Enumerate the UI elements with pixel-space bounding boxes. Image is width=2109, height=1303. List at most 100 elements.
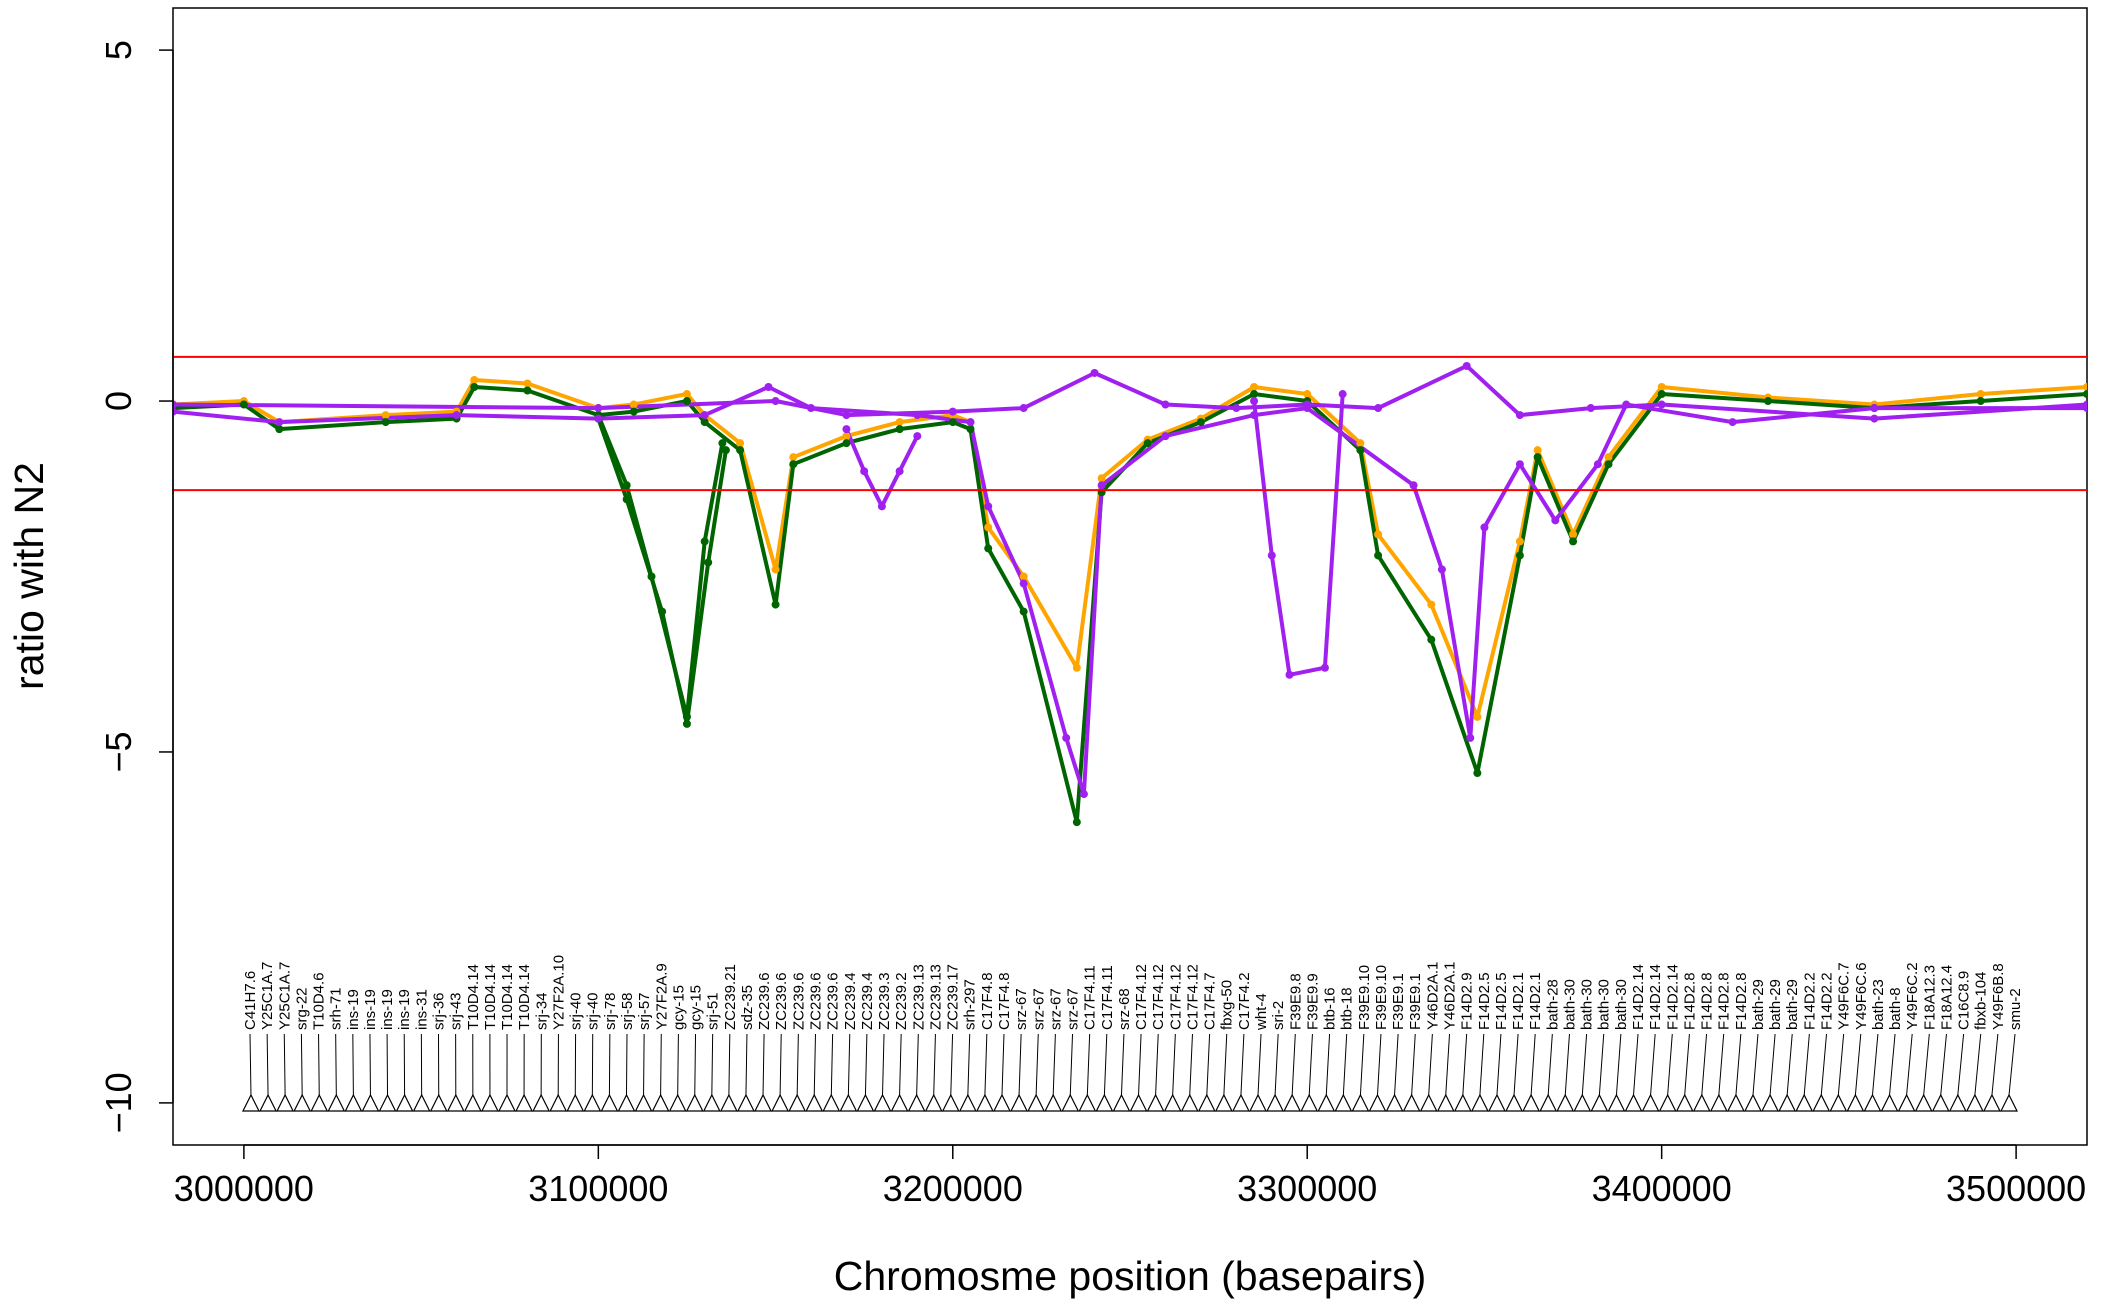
y-tick-label: −5 — [98, 731, 139, 772]
data-point — [877, 502, 886, 511]
data-point — [1374, 551, 1383, 560]
gene-label: F14D2.8 — [1699, 972, 1716, 1030]
gene-label: C17F4.8 — [996, 972, 1013, 1030]
gene-label: bath-29 — [1750, 979, 1767, 1030]
gene-label: bath-30 — [1562, 979, 1579, 1030]
series-layer — [173, 363, 2087, 825]
gene-marker — [1744, 1093, 1762, 1112]
gene-marker — [1675, 1093, 1694, 1112]
data-point — [1250, 397, 1259, 406]
gene-leader-line — [1854, 1033, 1862, 1096]
gene-label: Y49F6B.8 — [1990, 963, 2007, 1030]
data-point — [1019, 404, 1028, 413]
gene-marker — [1829, 1093, 1848, 1112]
gene-marker — [412, 1093, 431, 1112]
gene-label: ins-19 — [345, 989, 362, 1030]
gene-label: ZC239.13 — [910, 964, 927, 1030]
data-point — [682, 390, 691, 399]
data-point — [842, 425, 851, 434]
data-point — [1374, 530, 1383, 539]
gene-marker — [1897, 1093, 1916, 1112]
data-point — [1303, 400, 1312, 409]
gene-marker — [463, 1093, 482, 1112]
data-point — [1533, 446, 1542, 455]
data-point — [1250, 383, 1259, 391]
series-line-0 — [173, 378, 2087, 719]
gene-leader-line — [1291, 1033, 1296, 1096]
data-point — [1409, 481, 1418, 490]
data-point — [1480, 523, 1489, 532]
data-point — [1079, 790, 1088, 799]
gene-leader-line — [1274, 1033, 1279, 1096]
gene-label: F14D2.5 — [1493, 972, 1510, 1030]
gene-label: smu-2 — [2007, 988, 2024, 1030]
gene-marker — [310, 1093, 329, 1112]
data-point — [984, 502, 993, 511]
gene-leader-line — [1462, 1033, 1468, 1096]
gene-marker — [975, 1093, 994, 1112]
gene-label: ZC239.21 — [722, 964, 739, 1030]
gene-label: T10D4.14 — [499, 964, 516, 1030]
gene-label: F14D2.9 — [1459, 972, 1476, 1030]
data-point — [1303, 390, 1312, 399]
gene-marker — [634, 1093, 653, 1112]
data-point — [1976, 397, 1985, 406]
gene-label: F18A12.4 — [1939, 965, 1956, 1030]
data-point — [771, 397, 780, 406]
gene-leader-line — [643, 1033, 645, 1096]
gene-marker — [1334, 1093, 1353, 1112]
gene-label: srj-43 — [448, 992, 465, 1030]
data-point — [984, 523, 993, 532]
gene-marker — [1573, 1093, 1592, 1112]
gene-leader-line — [830, 1033, 834, 1096]
gene-label: F14D2.14 — [1664, 964, 1681, 1030]
gene-label: ZC239.6 — [790, 972, 807, 1030]
gene-label: ZC239.4 — [859, 972, 876, 1030]
gene-label: bath-29 — [1767, 979, 1784, 1030]
gene-leader-line — [813, 1033, 816, 1096]
gene-leader-line — [916, 1033, 919, 1096]
gene-label: ins-31 — [413, 989, 430, 1030]
gene-marker — [1249, 1093, 1267, 1112]
gene-marker — [771, 1093, 790, 1112]
gene-marker — [1778, 1093, 1797, 1112]
gene-label: wht-4 — [1253, 993, 1270, 1031]
gene-label: btb-18 — [1339, 987, 1356, 1030]
gene-label: Y25C1A.7 — [276, 962, 293, 1030]
gene-leader-line — [1615, 1033, 1622, 1096]
gene-label: T10D4.14 — [516, 964, 533, 1030]
gene-leader-line — [694, 1033, 697, 1096]
gene-label: F14D2.14 — [1630, 964, 1647, 1030]
gene-leader-line — [933, 1033, 936, 1096]
x-tick-label: 3200000 — [883, 1168, 1023, 1209]
data-point — [682, 712, 691, 721]
gene-marker — [1726, 1093, 1745, 1112]
gene-label: bath-28 — [1544, 979, 1561, 1030]
gene-marker — [617, 1093, 636, 1112]
data-point — [1072, 818, 1081, 827]
gene-marker — [1624, 1093, 1643, 1112]
data-point — [682, 397, 691, 406]
gene-leader-line — [796, 1033, 799, 1096]
gene-label: srg-22 — [293, 987, 310, 1030]
gene-leader-line — [1479, 1033, 1485, 1096]
gene-leader-line — [2008, 1033, 2016, 1096]
gene-marker — [1044, 1093, 1063, 1112]
gene-leader-line — [864, 1033, 868, 1096]
gene-leader-line — [1991, 1033, 1999, 1096]
threshold-layer — [173, 355, 2087, 492]
gene-marker — [941, 1093, 960, 1112]
data-point — [1622, 400, 1631, 409]
data-point — [1473, 769, 1482, 778]
gene-marker — [822, 1093, 841, 1112]
gene-leader-line — [1223, 1033, 1228, 1096]
series-line-3 — [596, 417, 728, 726]
gene-leader-line — [1376, 1033, 1382, 1096]
gene-marker — [1505, 1093, 1524, 1112]
data-point — [1250, 411, 1259, 420]
gene-marker — [1112, 1093, 1131, 1112]
gene-marker — [1351, 1093, 1370, 1112]
gene-marker — [805, 1093, 824, 1112]
gene-leader-line — [335, 1033, 337, 1096]
gene-label: C17F4.11 — [1082, 965, 1099, 1030]
